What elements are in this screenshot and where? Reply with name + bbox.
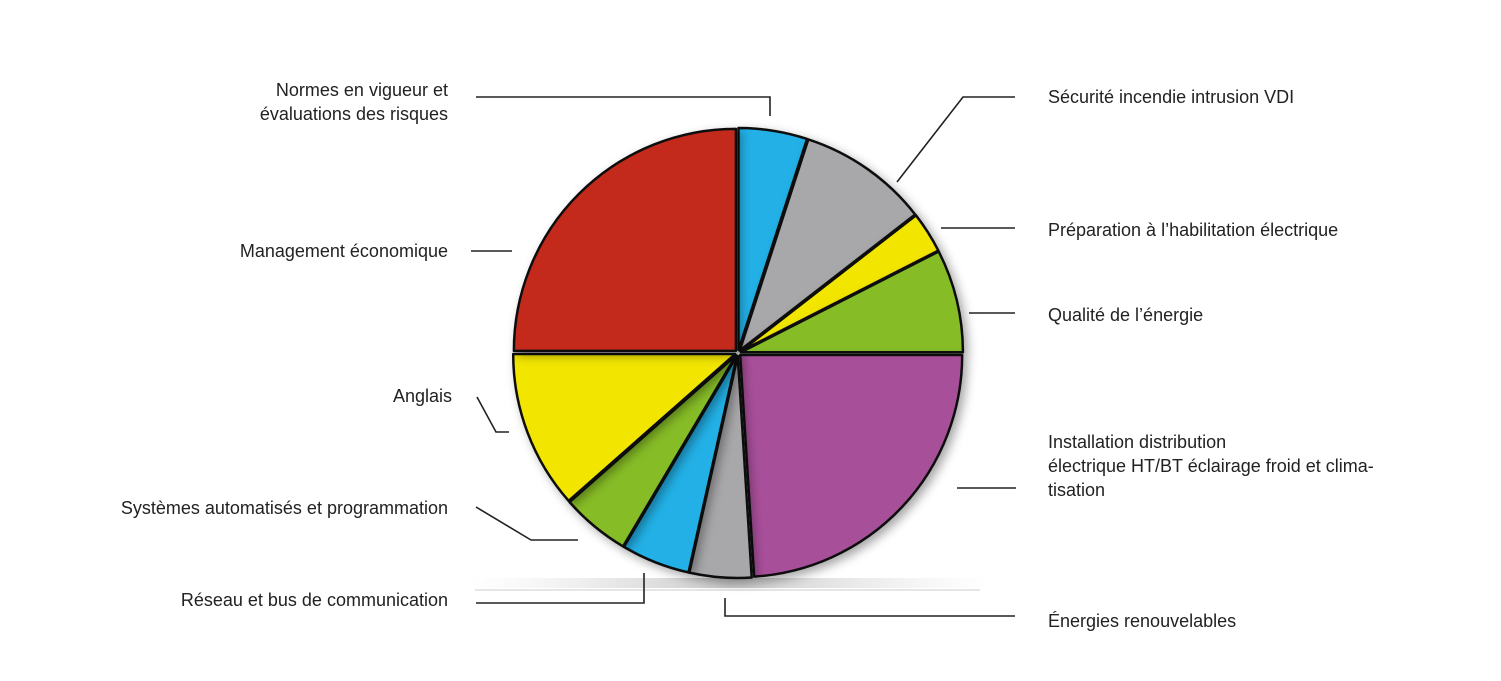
pie-slice bbox=[511, 352, 737, 503]
slice-label-line: Énergies renouvelables bbox=[1048, 611, 1236, 631]
leader-line bbox=[724, 598, 1015, 617]
slice-label-line: Installation distribution bbox=[1048, 432, 1226, 452]
pie-slice bbox=[738, 353, 964, 578]
pie-slice bbox=[739, 250, 965, 354]
slice-label: Installation distribution électrique HT/B… bbox=[1048, 432, 1374, 500]
pie-slice bbox=[738, 138, 917, 352]
leader-line bbox=[475, 506, 578, 541]
slice-label: Réseau et bus de communication bbox=[181, 590, 448, 610]
leader-line bbox=[476, 396, 509, 433]
slice-label: Sécurité incendie intrusion VDI bbox=[1048, 87, 1294, 107]
leader-line bbox=[476, 573, 645, 604]
slice-label-line: Réseau et bus de communication bbox=[181, 590, 448, 610]
leader-line bbox=[476, 96, 771, 116]
pie-slice bbox=[737, 126, 809, 352]
slice-label-line: tisation bbox=[1048, 480, 1105, 500]
pie-slice bbox=[568, 354, 738, 548]
slice-label-line: Normes en vigueur et bbox=[276, 80, 448, 100]
slice-label-line: électrique HT/BT éclairage froid et clim… bbox=[1048, 456, 1374, 476]
slice-label: Management économique bbox=[240, 241, 448, 261]
slice-label-line: Sécurité incendie intrusion VDI bbox=[1048, 87, 1294, 107]
leader-line bbox=[896, 96, 1015, 183]
slice-label: Anglais bbox=[393, 386, 452, 406]
pie-slices bbox=[511, 126, 965, 580]
slice-label: Qualité de l’énergie bbox=[1048, 305, 1203, 325]
slice-label: Préparation à l’habilitation électrique bbox=[1048, 220, 1338, 240]
slice-label: Systèmes automatisés et programmation bbox=[121, 498, 448, 518]
slice-label-line: Préparation à l’habilitation électrique bbox=[1048, 220, 1338, 240]
slice-label: Normes en vigueur et évaluations des risq… bbox=[260, 80, 448, 124]
slice-label: Énergies renouvelables bbox=[1048, 611, 1236, 631]
leader-lines bbox=[471, 96, 1016, 617]
slice-label-line: Qualité de l’énergie bbox=[1048, 305, 1203, 325]
floor-shadow bbox=[470, 578, 990, 588]
slice-label-line: Anglais bbox=[393, 386, 452, 406]
pie-slice bbox=[512, 127, 738, 353]
slice-label-line: Systèmes automatisés et programmation bbox=[121, 498, 448, 518]
slice-label-line: évaluations des risques bbox=[260, 104, 448, 124]
slice-labels: Normes en vigueur et évaluations des risq… bbox=[121, 80, 1374, 631]
slice-label-line: Management économique bbox=[240, 241, 448, 261]
